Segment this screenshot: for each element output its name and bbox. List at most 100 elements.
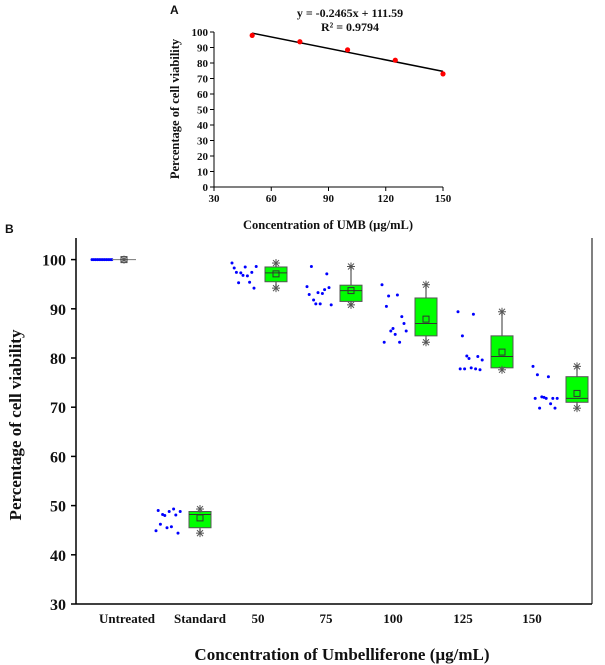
mean-marker bbox=[196, 514, 204, 522]
data-point bbox=[325, 272, 329, 276]
y-tick-label: 70 bbox=[197, 74, 209, 86]
whisker-end bbox=[120, 255, 128, 264]
data-point bbox=[384, 304, 388, 308]
panel-a-x-axis-label: Concentration of UMB (µg/mL) bbox=[243, 218, 413, 232]
box bbox=[565, 376, 589, 403]
data-point bbox=[478, 368, 482, 372]
whisker-star-stroke bbox=[498, 308, 506, 316]
whisker-star-stroke bbox=[573, 404, 581, 412]
data-point bbox=[161, 512, 165, 516]
y-tick-label: 50 bbox=[197, 105, 209, 117]
mean-marker bbox=[272, 270, 280, 278]
whisker-max-marker bbox=[573, 362, 581, 371]
data-point bbox=[395, 293, 399, 297]
whisker-min-marker bbox=[196, 529, 204, 538]
box-group bbox=[380, 280, 438, 347]
mean-marker bbox=[347, 287, 355, 295]
data-point bbox=[460, 334, 464, 338]
whisker-star-stroke bbox=[347, 301, 355, 309]
data-point bbox=[174, 513, 178, 517]
x-tick-label: Untreated bbox=[99, 611, 156, 626]
data-point bbox=[314, 302, 318, 306]
y-tick-label: 60 bbox=[50, 449, 66, 466]
y-tick-label: 20 bbox=[197, 151, 209, 163]
x-tick-label: 90 bbox=[323, 193, 335, 205]
data-point bbox=[551, 396, 555, 400]
box-group bbox=[456, 307, 514, 374]
data-point bbox=[241, 273, 245, 277]
data-point bbox=[243, 265, 247, 269]
data-point bbox=[327, 286, 331, 290]
data-point bbox=[538, 406, 542, 410]
whisker-min-marker bbox=[498, 365, 506, 374]
y-tick-label: 80 bbox=[197, 58, 209, 70]
whisker-star-stroke bbox=[196, 505, 204, 513]
data-point bbox=[154, 529, 158, 533]
data-point bbox=[323, 288, 327, 292]
data-point bbox=[469, 366, 473, 370]
whisker-max-marker bbox=[422, 280, 430, 289]
data-point bbox=[456, 310, 460, 314]
box-group bbox=[305, 262, 363, 309]
data-point bbox=[167, 510, 171, 514]
data-point bbox=[533, 396, 537, 400]
data-point bbox=[402, 322, 406, 326]
box-group bbox=[154, 505, 212, 538]
data-point bbox=[467, 356, 471, 360]
whisker-max-marker bbox=[196, 505, 204, 514]
mean-marker bbox=[422, 315, 430, 323]
whisker-min-marker bbox=[347, 300, 355, 309]
x-tick-label: 100 bbox=[383, 611, 403, 626]
whisker-max-marker bbox=[347, 262, 355, 271]
whisker-star-stroke bbox=[422, 281, 430, 289]
data-point bbox=[380, 283, 384, 287]
y-tick-label: 30 bbox=[197, 136, 209, 148]
data-point bbox=[250, 270, 254, 274]
y-tick-label: 10 bbox=[197, 167, 209, 179]
data-point bbox=[165, 526, 169, 530]
data-point bbox=[474, 367, 478, 371]
whisker-star-stroke bbox=[196, 529, 204, 537]
data-point bbox=[169, 525, 173, 529]
data-point bbox=[329, 303, 333, 307]
data-point bbox=[245, 274, 249, 278]
data-point bbox=[232, 266, 236, 270]
data-point bbox=[400, 315, 404, 319]
y-tick-label: 100 bbox=[192, 27, 209, 39]
data-point bbox=[172, 507, 176, 511]
box bbox=[188, 511, 212, 529]
x-tick-label: 60 bbox=[266, 193, 278, 205]
whisker-star-stroke bbox=[422, 338, 430, 346]
data-point bbox=[553, 406, 557, 410]
data-point bbox=[305, 285, 309, 289]
y-tick-label: 50 bbox=[50, 499, 66, 516]
data-point bbox=[382, 340, 386, 344]
panel-a-label: A bbox=[170, 3, 179, 17]
box bbox=[414, 297, 438, 337]
whisker-max-marker bbox=[498, 307, 506, 316]
box bbox=[490, 335, 514, 369]
data-point bbox=[398, 340, 402, 344]
x-tick-label: Standard bbox=[174, 611, 227, 626]
whisker-min-marker bbox=[422, 338, 430, 347]
data-point bbox=[176, 531, 180, 535]
data-point bbox=[248, 280, 252, 284]
data-point bbox=[252, 286, 256, 290]
box-group bbox=[531, 362, 589, 413]
data-point bbox=[178, 510, 182, 514]
data-point bbox=[555, 396, 559, 400]
panel-b-label: B bbox=[5, 222, 14, 236]
whisker-star-stroke bbox=[272, 259, 280, 267]
whisker-star-stroke bbox=[272, 284, 280, 292]
y-tick-label: 40 bbox=[50, 548, 66, 565]
y-tick-label: 0 bbox=[203, 182, 209, 194]
data-point bbox=[531, 364, 535, 368]
whisker-min-marker bbox=[573, 404, 581, 413]
data-point bbox=[549, 402, 553, 406]
x-tick-label: 30 bbox=[209, 193, 221, 205]
data-point bbox=[316, 291, 320, 295]
x-tick-label: 120 bbox=[378, 193, 395, 205]
x-tick-label: 150 bbox=[435, 193, 452, 205]
data-point bbox=[344, 47, 351, 53]
